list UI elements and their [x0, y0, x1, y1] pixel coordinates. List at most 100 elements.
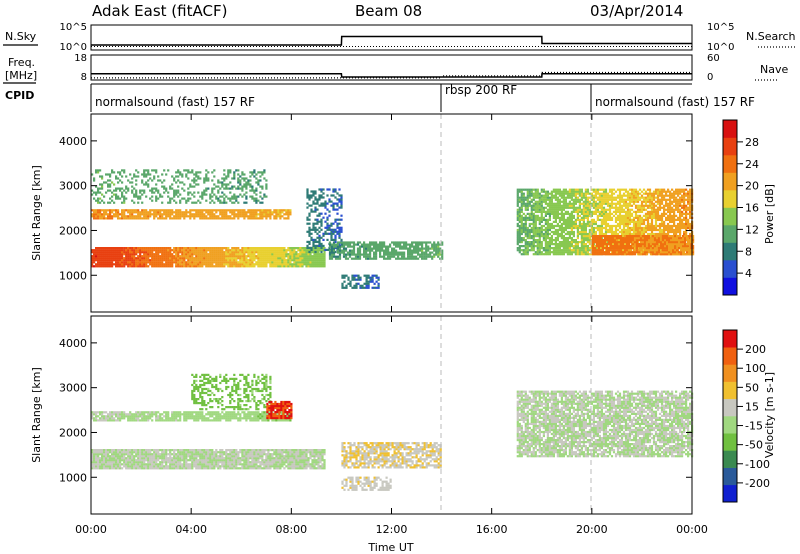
power-echo-cell: [568, 251, 571, 254]
power-echo-cell: [534, 206, 537, 209]
power-echo-cell: [287, 255, 290, 258]
power-echo-cell: [598, 224, 601, 228]
power-echo-cell: [582, 224, 585, 228]
power-echo-cell: [129, 211, 132, 214]
power-echo-cell: [441, 255, 444, 258]
power-echo-cell: [528, 237, 531, 240]
power-echo-cell: [225, 261, 228, 264]
power-echo-cell: [141, 247, 144, 250]
power-echo-cell: [594, 196, 597, 199]
power-echo-cell: [255, 217, 258, 220]
power-echo-cell: [145, 195, 148, 198]
power-echo-cell: [387, 249, 390, 252]
power-echo-cell: [596, 202, 599, 205]
power-echo-cell: [215, 259, 218, 262]
power-echo-cell: [326, 202, 329, 205]
power-echo-cell: [516, 230, 519, 234]
power-echo-cell: [590, 210, 593, 213]
power-echo-cell: [273, 247, 276, 250]
power-echo-cell: [536, 232, 539, 236]
power-echo-cell: [371, 247, 374, 250]
power-echo-cell: [263, 213, 266, 216]
power-echo-cell: [311, 255, 314, 258]
power-echo-cell: [580, 230, 583, 234]
power-echo-cell: [336, 230, 339, 233]
power-echo-cell: [403, 257, 406, 260]
power-echo-cell: [213, 201, 216, 204]
power-echo-cell: [330, 249, 334, 252]
power-echo-cell: [231, 247, 234, 250]
power-echo-cell: [267, 255, 270, 258]
power-echo-cell: [217, 185, 220, 188]
power-echo-cell: [231, 253, 234, 256]
power-echo-cell: [379, 255, 382, 258]
power-echo-cell: [107, 209, 110, 212]
power-echo-cell: [161, 181, 164, 184]
power-echo-cell: [225, 263, 228, 266]
power-echo-cell: [299, 253, 302, 256]
power-echo-cell: [338, 222, 341, 225]
power-echo-cell: [660, 206, 664, 209]
power-echo-cell: [628, 200, 632, 203]
power-echo-cell: [375, 280, 378, 283]
power-echo-cell: [189, 185, 192, 188]
power-echo-cell: [554, 196, 557, 199]
power-echo-cell: [199, 251, 202, 254]
power-echo-cell: [626, 224, 630, 228]
power-echo-cell: [679, 198, 682, 201]
power-echo-cell: [233, 177, 236, 180]
power-echo-cell: [191, 171, 194, 174]
power-echo-cell: [185, 257, 188, 260]
power-echo-cell: [352, 243, 356, 246]
power-echo-cell: [622, 194, 626, 197]
power-echo-cell: [340, 251, 344, 254]
power-echo-cell: [665, 232, 668, 236]
power-echo-cell: [229, 187, 232, 190]
power-echo-cell: [638, 226, 642, 230]
power-echo-cell: [544, 241, 547, 244]
power-echo-cell: [596, 228, 599, 232]
power-echo-cell: [159, 263, 162, 266]
power-echo-cell: [552, 230, 555, 234]
power-echo-cell: [552, 208, 555, 211]
power-echo-cell: [183, 169, 186, 172]
power-echo-cell: [241, 213, 244, 216]
power-echo-cell: [588, 202, 591, 205]
power-echo-cell: [580, 198, 583, 201]
power-echo-cell: [383, 251, 386, 254]
power-echo-cell: [532, 198, 535, 201]
power-echo-cell: [530, 218, 533, 221]
power-echo-cell: [590, 192, 593, 195]
power-echo-cell: [620, 204, 624, 207]
power-echo-cell: [604, 196, 608, 199]
power-echo-cell: [526, 232, 529, 236]
power-echo-cell: [520, 194, 523, 197]
power-echo-cell: [265, 247, 268, 250]
power-echo-cell: [642, 200, 646, 203]
power-echo-cell: [356, 253, 360, 256]
power-echo-cell: [227, 261, 230, 264]
power-echo-cell: [604, 232, 608, 236]
power-echo-cell: [538, 194, 541, 197]
power-echo-cell: [237, 251, 240, 254]
power-echo-cell: [281, 251, 284, 254]
power-echo-cell: [255, 249, 258, 252]
power-echo-cell: [532, 222, 535, 226]
power-echo-cell: [103, 217, 106, 220]
power-echo-cell: [663, 196, 666, 199]
power-echo-cell: [314, 210, 317, 213]
power-echo-cell: [532, 253, 535, 256]
power-echo-cell: [147, 179, 150, 182]
power-echo-cell: [600, 202, 603, 205]
power-echo-cell: [582, 222, 585, 226]
power-echo-cell: [131, 265, 134, 268]
power-echo-cell: [183, 261, 186, 264]
power-echo-cell: [667, 210, 670, 213]
power-echo-cell: [360, 243, 364, 246]
power-echo-cell: [103, 253, 106, 256]
power-echo-cell: [433, 241, 436, 244]
power-echo-cell: [95, 211, 98, 214]
power-echo-cell: [163, 255, 166, 258]
power-echo-cell: [137, 257, 140, 260]
power-echo-cell: [373, 282, 376, 285]
